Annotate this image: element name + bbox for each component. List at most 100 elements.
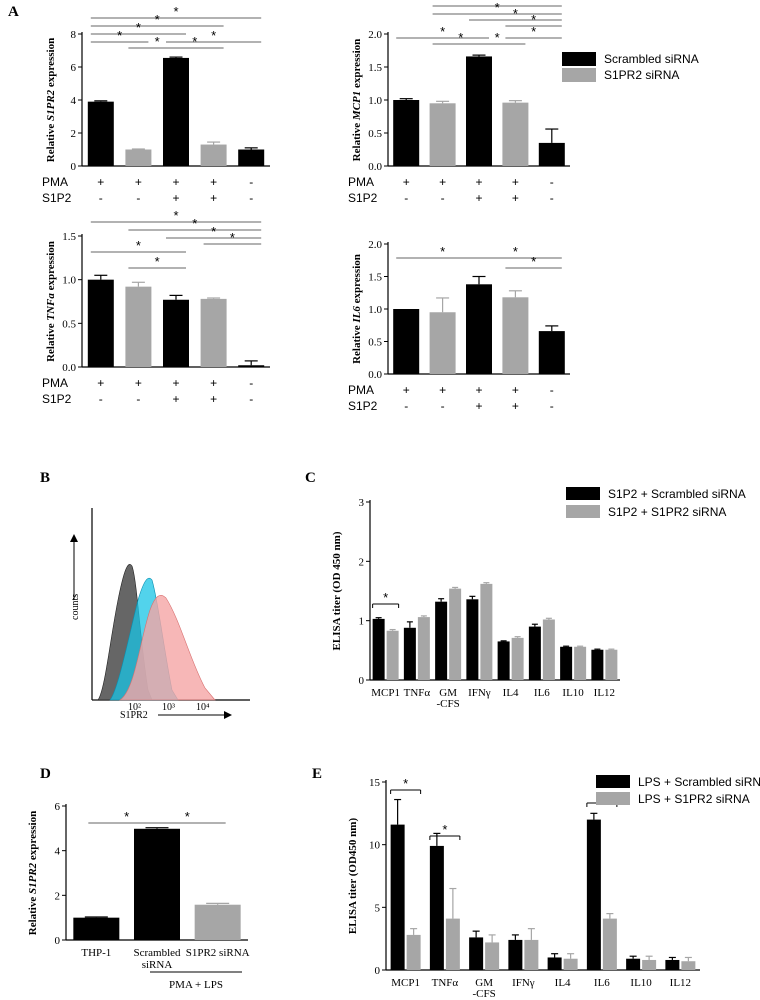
condition-label-s1p2: S1P2 (42, 392, 72, 406)
bar (466, 599, 479, 680)
y-tick-label: 0.0 (368, 369, 382, 381)
bar (429, 312, 456, 374)
legend-e-label-s1pr2: LPS + S1PR2 siRNA (638, 792, 750, 806)
condition-sign-s1p2: - (249, 392, 253, 406)
chart-a2: 0.0 0.5 1.0 1.5 2.0 Relative MCP1 expression *… (348, 0, 570, 205)
condition-sign-s1p2: + (210, 392, 217, 406)
y-tick-label: 0.5 (368, 337, 382, 349)
significance-star: * (531, 254, 536, 269)
y-tick-label: 8 (71, 29, 77, 41)
legend-a-swatch-s1pr2 (562, 68, 596, 82)
significance-star: * (192, 216, 197, 231)
legend-e: LPS + Scrambled siRNA LPS + S1PR2 siRNA (596, 775, 760, 806)
bar (445, 918, 460, 970)
bar (163, 57, 189, 166)
bar (642, 959, 657, 970)
flow-tick-3: 10³ (162, 702, 175, 713)
bar (480, 583, 493, 680)
condition-sign-s1p2: - (404, 191, 408, 205)
panel-letter-b: B (40, 470, 50, 486)
y-tick-label: 6 (55, 801, 61, 813)
flow-tick-2: 10² (128, 702, 141, 713)
significance-star: * (383, 590, 388, 605)
condition-sign-s1p2: + (475, 399, 482, 413)
condition-sign-pma: + (439, 383, 446, 397)
condition-sign-pma: - (550, 175, 554, 189)
bar (73, 917, 120, 940)
y-tick-label: 1 (359, 616, 365, 628)
y-tick-label: 0.5 (62, 318, 76, 330)
legend-a-swatch-scrambled (562, 52, 596, 66)
bar (538, 331, 565, 374)
condition-sign-pma: + (475, 383, 482, 397)
legend-a: Scrambled siRNA S1PR2 siRNA (562, 52, 699, 82)
bar (372, 618, 385, 680)
panel-letter-e: E (312, 766, 322, 782)
category-label: GM -CFS (437, 687, 460, 710)
condition-sign-s1p2: + (512, 399, 519, 413)
bar (435, 601, 448, 680)
significance-star: * (513, 244, 518, 259)
panel-letter-d: D (40, 766, 51, 782)
significance-star: * (117, 28, 122, 43)
bar (602, 918, 617, 970)
y-tick-label: 0.5 (368, 128, 382, 140)
bar (563, 958, 578, 970)
y-tick-label: 1.5 (62, 231, 76, 243)
condition-sign-s1p2: - (136, 191, 140, 205)
condition-sign-s1p2: - (441, 191, 445, 205)
y-tick-label: 2 (71, 128, 77, 140)
condition-sign-pma: - (249, 376, 253, 390)
chart-e: 0 5 10 15 ELISA titer (OD450 nm) MCP1 TNFα GM -C… (347, 776, 700, 1000)
bar (403, 627, 416, 680)
bar (502, 297, 529, 374)
y-tick-label: 0 (71, 161, 77, 173)
condition-sign-s1p2: - (249, 191, 253, 205)
condition-sign-s1p2: - (550, 399, 554, 413)
bar (200, 298, 227, 367)
bar (406, 934, 421, 970)
significance-star: * (136, 20, 141, 35)
y-tick-label: 5 (375, 902, 381, 914)
category-label: IFNγ (468, 687, 491, 699)
category-label: GM -CFS (473, 977, 496, 1000)
condition-sign-s1p2: - (136, 392, 140, 406)
bar (87, 101, 114, 166)
y-tick-label: 1.5 (368, 272, 382, 284)
legend-e-swatch-s1pr2 (596, 792, 630, 805)
bar (485, 942, 500, 970)
bar (466, 284, 492, 374)
condition-sign-s1p2: + (475, 191, 482, 205)
chart-c: 0 1 2 3 ELISA titer (OD 450 nm) MCP1 TNFα GM -CF… (331, 497, 620, 710)
y-axis-label: Relative S1PR2 expression (45, 38, 57, 162)
flow-pink-curve (119, 595, 216, 701)
condition-sign-pma: + (97, 175, 104, 189)
category-label: IL6 (534, 687, 550, 699)
significance-star: * (440, 24, 445, 39)
significance-star: * (155, 12, 160, 27)
flow-tick-4: 10⁴ (196, 702, 210, 713)
bar (586, 819, 601, 970)
legend-e-swatch-scrambled (596, 775, 630, 788)
y-tick-label: 10 (369, 840, 381, 852)
bar (200, 144, 227, 166)
condition-sign-s1p2: + (172, 392, 179, 406)
bar (605, 649, 618, 680)
flow-x-arrowhead (224, 711, 232, 719)
bar (194, 904, 241, 940)
category-label: TNFα (432, 977, 459, 989)
flow-y-arrowhead (70, 534, 78, 542)
y-tick-label: 2.0 (368, 239, 382, 251)
y-axis-label: ELISA titer (OD450 nm) (347, 818, 359, 935)
bar (134, 828, 180, 940)
condition-sign-pma: - (550, 383, 554, 397)
significance-star: * (211, 224, 216, 239)
legend-c-swatch-s1pr2 (566, 505, 600, 518)
significance-star: * (440, 244, 445, 259)
bar (591, 649, 604, 680)
bar (393, 100, 420, 166)
y-tick-label: 4 (55, 846, 61, 858)
condition-sign-pma: + (403, 383, 410, 397)
